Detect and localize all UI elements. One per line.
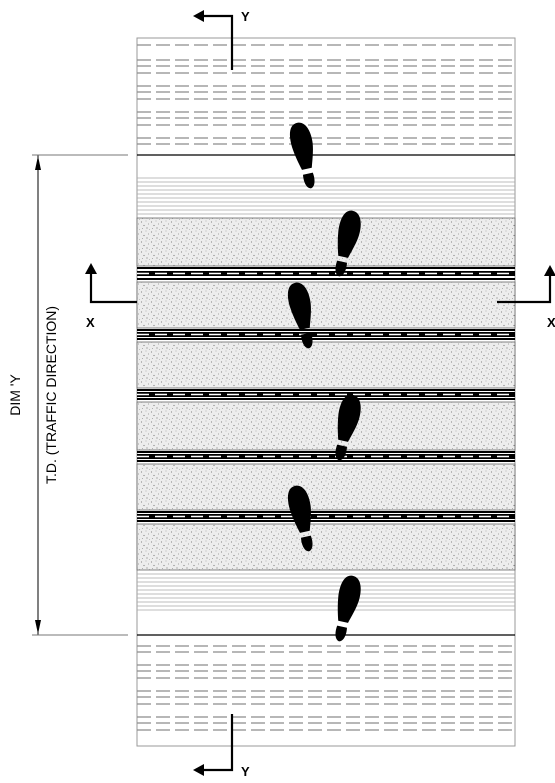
rail-strip-4 [137,451,515,462]
dimension-label-line2: T.D. (TRAFFIC DIRECTION) [43,306,59,484]
top-grating-dashed-lines [137,44,515,145]
insert-band-4 [136,401,516,451]
lower-fine-line-band [137,573,515,611]
rail-strip-5 [137,511,515,522]
section-label-bottom: Y [241,764,250,779]
rail-strip-3 [137,389,515,400]
section-mark-right: X [497,265,555,330]
section-label-left: X [86,315,95,330]
bottom-grating-dashed-lines [137,645,515,731]
rail-strip-1 [137,267,515,280]
insert-band-3 [136,341,516,389]
speckled-insert-bands [136,217,516,571]
insert-band-6 [136,523,516,571]
insert-band-1 [136,217,516,267]
dimension-arrowheads [35,156,41,634]
section-arrow-icon [89,270,137,304]
dimension-label-line1: DIM 'Y [7,374,23,416]
section-arrow-icon [200,14,234,70]
section-mark-bottom: Y [193,714,250,779]
footprint-icon [328,573,364,644]
section-label-right: X [547,315,555,330]
insert-band-5 [136,463,516,511]
section-mark-left: X [85,263,137,330]
section-arrow-icon [497,272,552,304]
section-mark-top: Y [193,9,250,70]
insert-band-2 [136,281,516,329]
section-label-top: Y [241,9,250,24]
rail-strips [137,267,515,522]
dimension-line [32,154,128,636]
upper-fine-line-band [137,177,515,215]
section-arrow-icon [200,714,234,772]
rail-strip-2 [137,329,515,340]
